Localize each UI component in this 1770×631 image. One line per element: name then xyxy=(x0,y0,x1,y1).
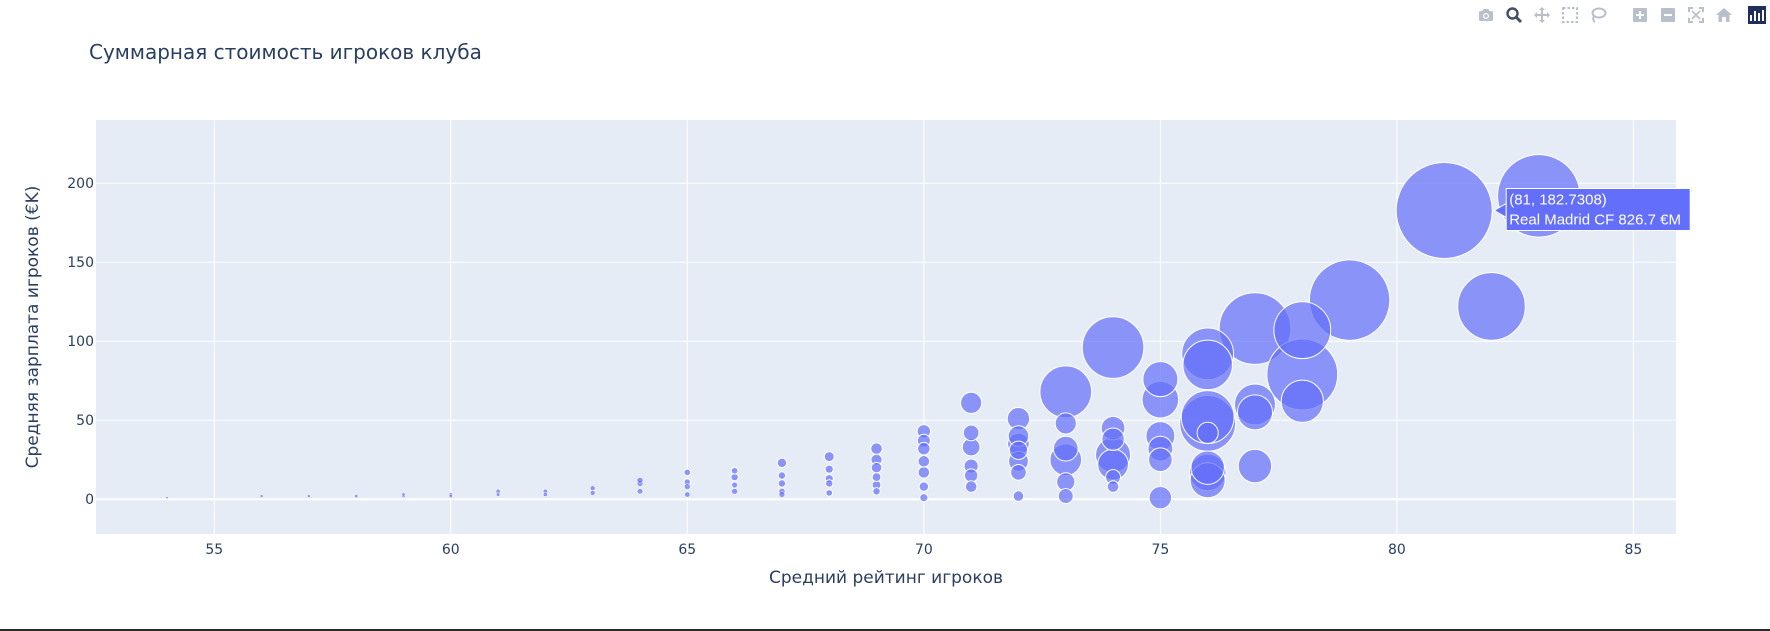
modebar xyxy=(1472,4,1770,26)
lasso-icon[interactable] xyxy=(1587,4,1609,26)
bubble-marker[interactable] xyxy=(1182,339,1233,391)
bubble-marker[interactable] xyxy=(824,464,834,474)
y-axis-ticks: 0 50 100 150 200 xyxy=(67,176,94,508)
bubble-marker[interactable] xyxy=(590,485,596,491)
bubble-marker[interactable] xyxy=(1308,259,1391,341)
zoom-out-icon[interactable] xyxy=(1657,4,1679,26)
bottom-divider xyxy=(0,629,1770,631)
bubble-marker[interactable] xyxy=(1008,440,1029,460)
bubble-marker[interactable] xyxy=(1010,464,1027,481)
y-tick-label: 100 xyxy=(67,334,94,350)
bubble-marker[interactable] xyxy=(823,451,835,463)
bubble-marker[interactable] xyxy=(307,494,311,498)
bubble-marker[interactable] xyxy=(777,479,787,488)
bubble-marker[interactable] xyxy=(918,481,930,492)
bubble-marker[interactable] xyxy=(871,472,882,483)
bubble-marker[interactable] xyxy=(354,494,359,498)
y-tick-label: 150 xyxy=(67,255,94,271)
bubble-marker[interactable] xyxy=(1101,427,1125,451)
bubble-marker[interactable] xyxy=(590,490,596,496)
hover-coords: (81, 182.7308) xyxy=(1509,191,1607,208)
data-points xyxy=(165,154,1581,510)
bubble-marker[interactable] xyxy=(870,442,883,455)
x-tick-label: 60 xyxy=(442,542,460,558)
x-tick-label: 55 xyxy=(205,542,223,558)
x-tick-label: 80 xyxy=(1388,542,1406,558)
home-icon[interactable] xyxy=(1713,4,1735,26)
bubble-marker[interactable] xyxy=(684,483,691,490)
bubble-marker[interactable] xyxy=(259,494,264,498)
box-select-icon[interactable] xyxy=(1559,4,1581,26)
x-tick-label: 65 xyxy=(678,542,696,558)
x-tick-label: 75 xyxy=(1151,542,1169,558)
bubble-marker[interactable] xyxy=(1237,448,1273,484)
bubble-marker[interactable] xyxy=(963,468,979,483)
bubble-marker[interactable] xyxy=(730,466,739,475)
bubble-marker[interactable] xyxy=(917,441,931,456)
y-tick-label: 0 xyxy=(85,492,94,508)
bubble-marker[interactable] xyxy=(825,489,834,497)
bubble-marker[interactable] xyxy=(683,468,692,477)
bubble-marker[interactable] xyxy=(1012,490,1025,502)
bubble-marker[interactable] xyxy=(730,481,739,489)
bubble-marker[interactable] xyxy=(960,391,983,414)
bubble-marker[interactable] xyxy=(684,491,691,498)
autoscale-icon[interactable] xyxy=(1685,4,1707,26)
bubble-marker[interactable] xyxy=(165,496,169,500)
camera-icon[interactable] xyxy=(1475,4,1497,26)
x-axis-label: Средний рейтинг игроков xyxy=(769,568,1003,588)
bubble-marker[interactable] xyxy=(1196,421,1219,444)
chart-title: Суммарная стоимость игроков клуба xyxy=(89,40,482,64)
y-axis-label: Средняя зарплата игроков (€K) xyxy=(23,186,43,469)
bubble-marker[interactable] xyxy=(401,492,406,497)
bubble-marker[interactable] xyxy=(919,493,929,503)
bubble-marker[interactable] xyxy=(1148,485,1173,510)
bubble-marker[interactable] xyxy=(1106,480,1120,493)
bubble-marker[interactable] xyxy=(1039,365,1093,419)
bubble-marker[interactable] xyxy=(1081,316,1145,379)
bubble-marker[interactable] xyxy=(1395,161,1493,259)
bubble-marker[interactable] xyxy=(496,492,501,497)
bubble-marker[interactable] xyxy=(1190,450,1225,485)
x-tick-label: 70 xyxy=(915,542,933,558)
plotly-logo-icon[interactable] xyxy=(1748,6,1766,24)
bubble-marker[interactable] xyxy=(448,494,453,498)
bubble-marker[interactable] xyxy=(776,457,788,469)
bubble-marker[interactable] xyxy=(917,466,931,479)
zoom-icon[interactable] xyxy=(1503,4,1525,26)
hover-tooltip: (81, 182.7308) Real Madrid CF 826.7 €M xyxy=(1493,187,1691,231)
bubble-marker[interactable] xyxy=(1052,435,1079,462)
x-axis-ticks: 55 60 65 70 75 80 85 xyxy=(205,542,1642,558)
bubble-marker[interactable] xyxy=(872,487,881,496)
zoom-in-icon[interactable] xyxy=(1629,4,1651,26)
bubble-marker[interactable] xyxy=(543,492,548,497)
bubble-marker[interactable] xyxy=(731,488,738,495)
bubble-marker[interactable] xyxy=(825,479,834,488)
bubble-marker[interactable] xyxy=(1054,412,1077,435)
bubble-marker[interactable] xyxy=(1148,447,1173,473)
bubble-marker[interactable] xyxy=(1280,379,1324,423)
y-tick-label: 50 xyxy=(76,413,94,429)
bubble-marker[interactable] xyxy=(1457,272,1526,341)
bubble-marker[interactable] xyxy=(1057,488,1074,505)
y-tick-label: 200 xyxy=(67,176,94,192)
bubble-marker[interactable] xyxy=(1273,301,1332,360)
bubble-marker[interactable] xyxy=(964,480,978,493)
bubble-marker[interactable] xyxy=(777,471,787,480)
bubble-marker[interactable] xyxy=(637,488,643,495)
bubble-marker[interactable] xyxy=(962,424,980,442)
bubble-marker[interactable] xyxy=(636,477,644,484)
hover-box xyxy=(1505,187,1691,231)
bubble-marker[interactable] xyxy=(1142,361,1179,398)
bubble-marker[interactable] xyxy=(1236,394,1273,431)
bubble-marker[interactable] xyxy=(778,491,786,498)
pan-icon[interactable] xyxy=(1531,4,1553,26)
bubble-marker[interactable] xyxy=(917,455,931,468)
x-tick-label: 85 xyxy=(1625,542,1643,558)
bubble-marker[interactable] xyxy=(870,461,883,474)
hover-label: Real Madrid CF 826.7 €M xyxy=(1509,211,1681,228)
